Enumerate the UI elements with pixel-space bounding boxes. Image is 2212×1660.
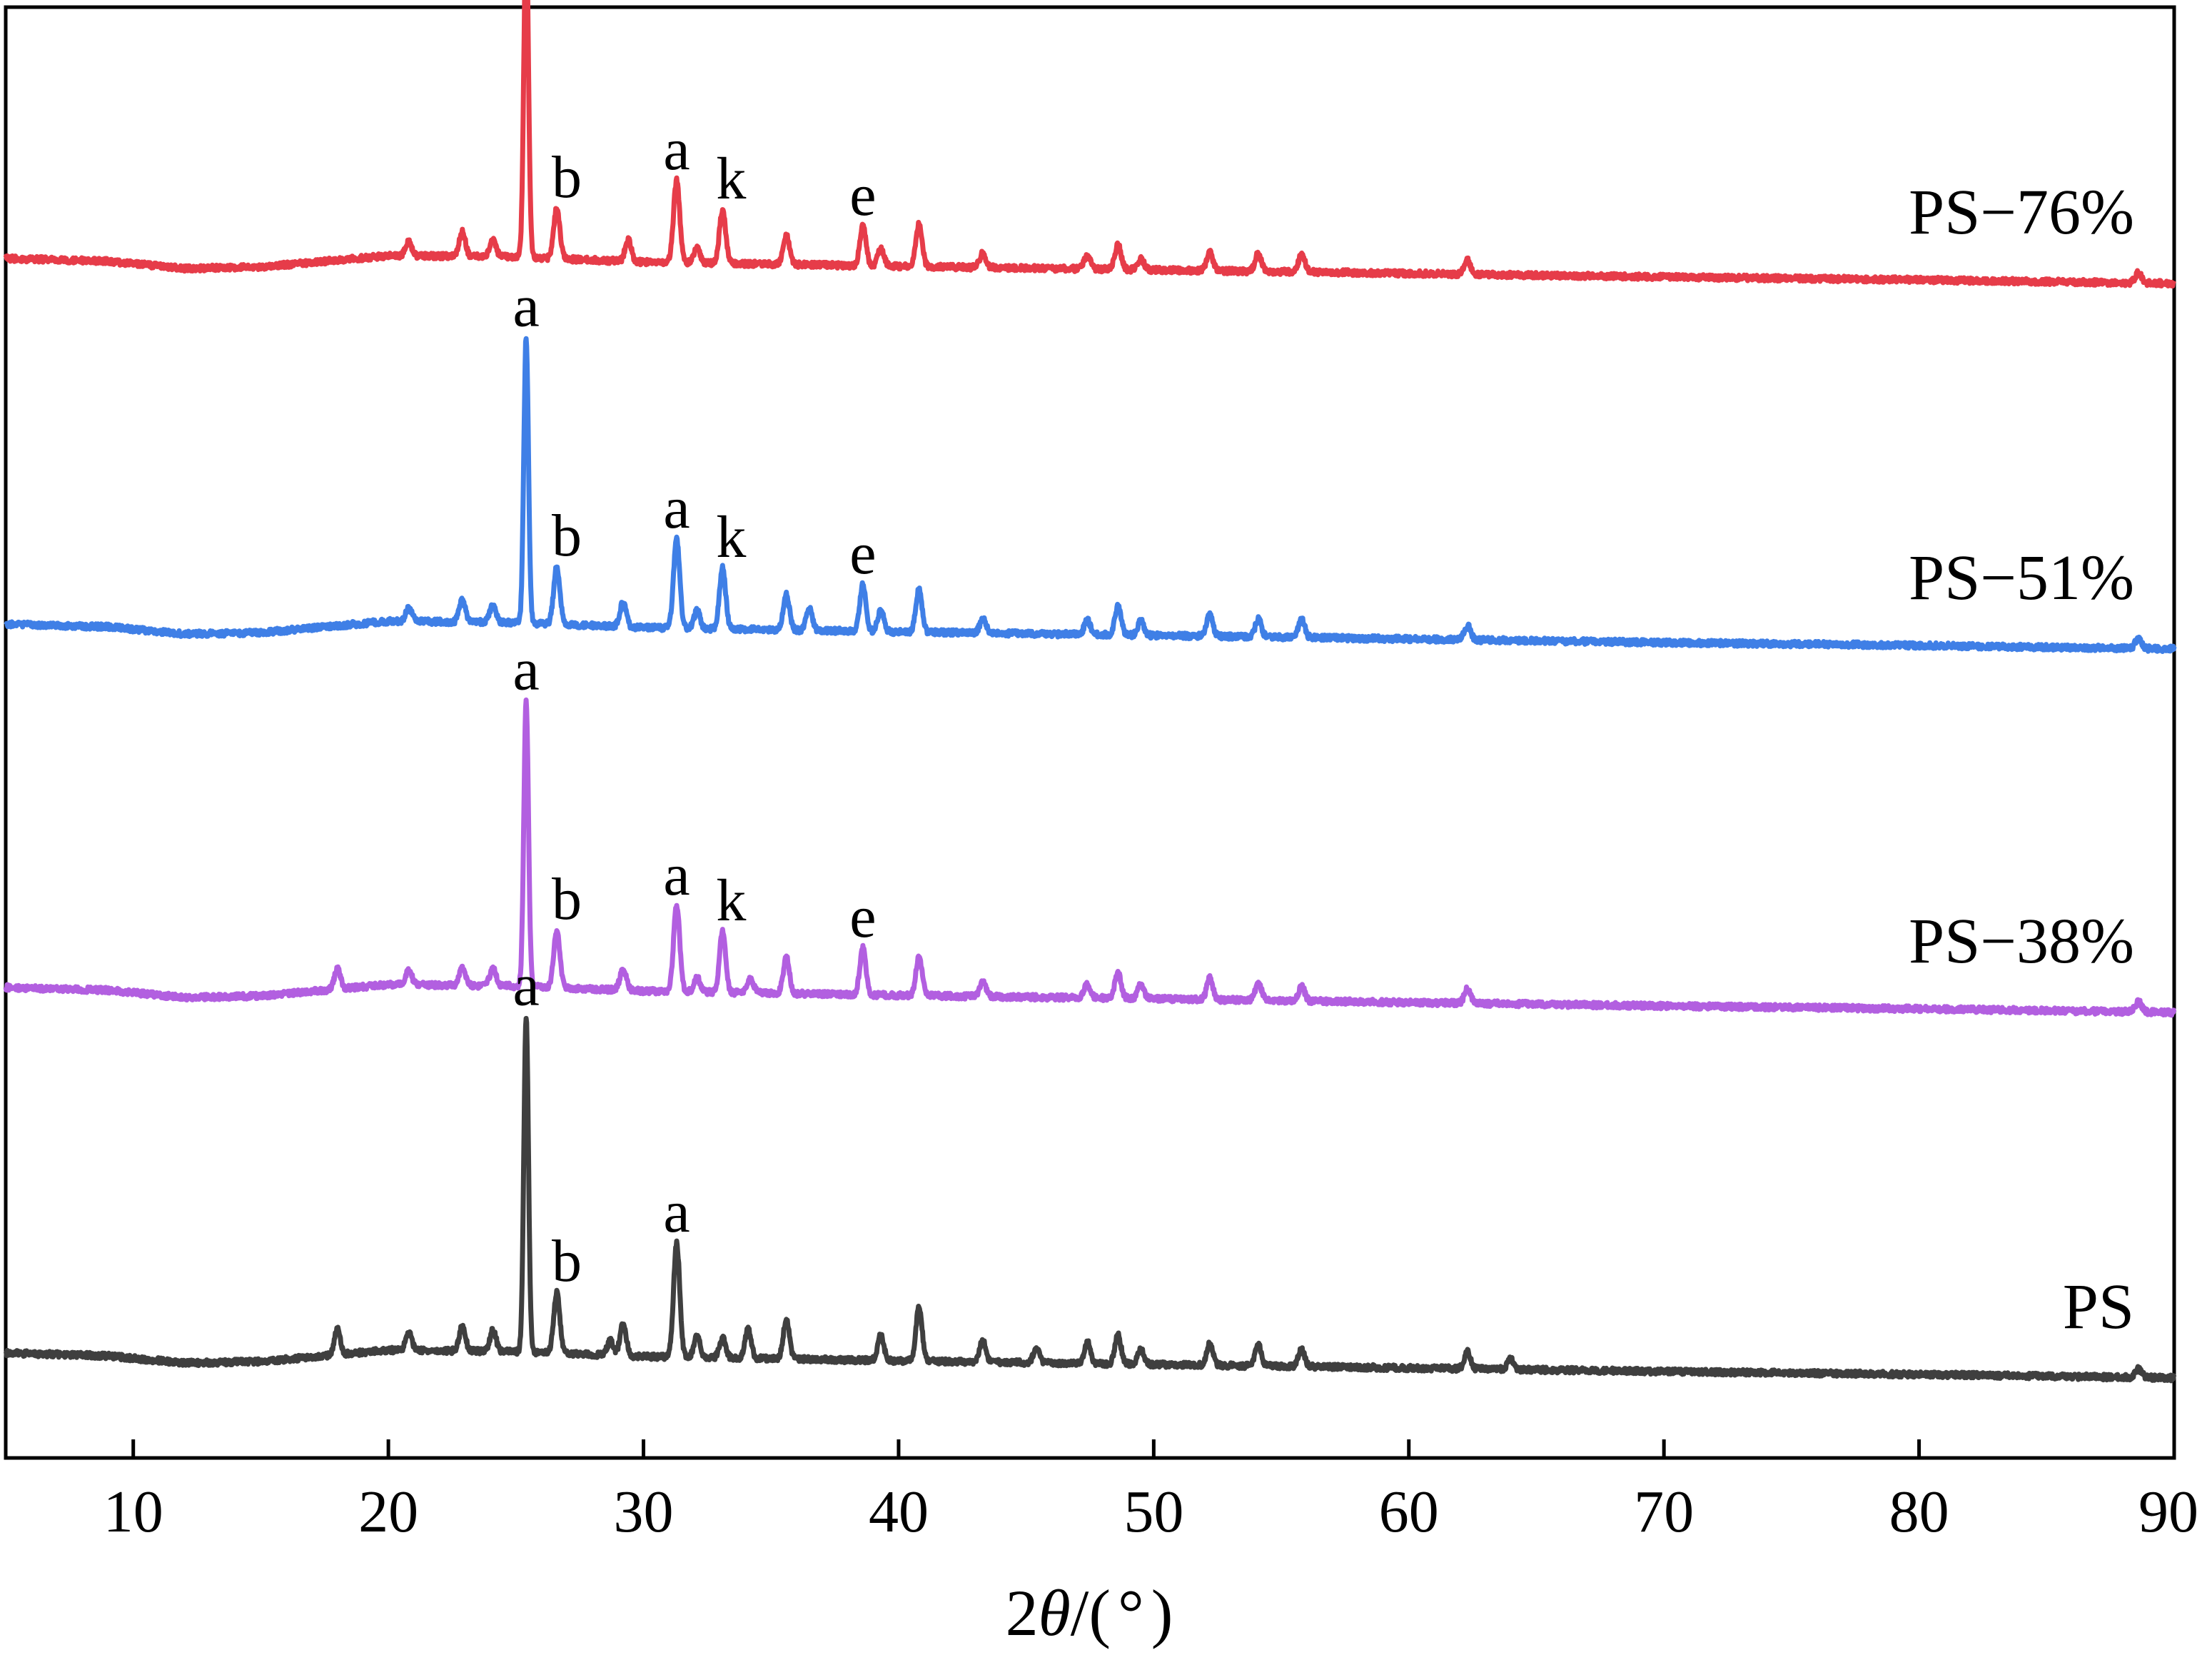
x-axis-title: 2θ/(°): [1006, 1576, 1173, 1649]
series-line-ps-76-: [3, 0, 2177, 289]
x-axis-title-degree: °: [1118, 1576, 1144, 1649]
peak-label: b: [552, 1228, 582, 1294]
series-label: PS−38%: [1909, 906, 2134, 977]
peak-label: e: [849, 520, 876, 587]
x-axis-ticks: [131, 1439, 2176, 1458]
x-axis-tick-labels: 10 20 30 40 50 60 70 80 90: [103, 1479, 2198, 1545]
x-tick-label-20: 20: [358, 1479, 418, 1545]
x-axis-title-prefix: 2: [1006, 1576, 1039, 1649]
peak-label: a: [512, 637, 539, 703]
series-line-ps: [3, 1015, 2177, 1384]
peak-label: e: [849, 162, 876, 228]
peak-label: e: [849, 884, 876, 950]
peak-label: k: [716, 867, 746, 934]
peak-label: k: [716, 146, 746, 212]
x-tick-label-30: 30: [614, 1479, 674, 1545]
series-line-ps-51-: [4, 336, 2177, 654]
x-tick-label-10: 10: [103, 1479, 163, 1545]
peak-label: b: [552, 866, 582, 932]
x-axis-title-theta: θ: [1039, 1576, 1071, 1649]
peak-label: a: [663, 1179, 690, 1245]
x-tick-label-80: 80: [1889, 1479, 1949, 1545]
x-tick-label-50: 50: [1123, 1479, 1183, 1545]
series-label: PS: [2063, 1272, 2134, 1342]
x-tick-label-40: 40: [869, 1479, 929, 1545]
peak-label: a: [663, 475, 690, 541]
peak-label: k: [716, 504, 746, 570]
series-line-ps-38-: [3, 697, 2177, 1018]
series-label: PS−76%: [1909, 177, 2134, 248]
x-axis-title-close: ): [1151, 1576, 1173, 1649]
series-layer: [3, 0, 2177, 1384]
peak-label: a: [512, 273, 539, 340]
x-axis-title-open: /(: [1071, 1576, 1111, 1649]
x-tick-label-90: 90: [2138, 1479, 2198, 1545]
peak-label: b: [552, 503, 582, 569]
plot-frame: [4, 5, 2176, 1460]
x-tick-label-60: 60: [1379, 1479, 1439, 1545]
peak-label: a: [512, 952, 539, 1019]
peak-label: a: [663, 842, 690, 908]
peak-label: a: [663, 116, 690, 183]
x-tick-label-70: 70: [1634, 1479, 1694, 1545]
series-label: PS−51%: [1909, 543, 2134, 613]
peak-label: b: [552, 144, 582, 211]
